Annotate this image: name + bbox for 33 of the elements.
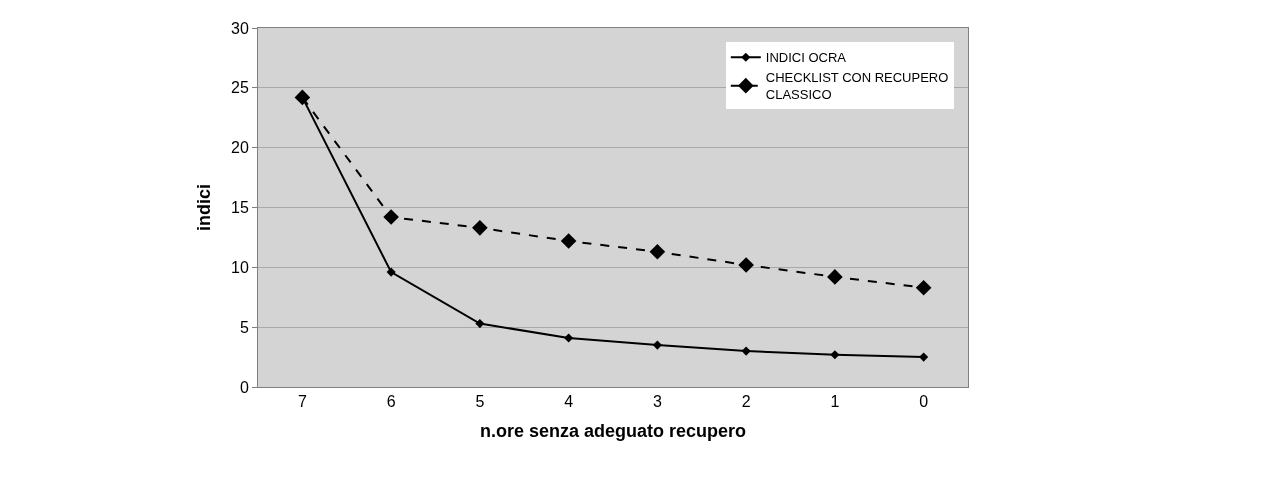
point [649, 243, 666, 260]
point [738, 257, 754, 273]
x-axis-title: n.ore senza adeguato recupero [479, 421, 747, 442]
point [386, 267, 396, 277]
y-tick-label: 20 [231, 139, 249, 157]
x-tick-label: 4 [564, 393, 574, 411]
y-tick-label: 15 [231, 199, 249, 217]
point [919, 352, 929, 362]
y-tick-label: 10 [231, 258, 249, 276]
point [741, 346, 751, 356]
point [915, 279, 932, 296]
y-tick-label: 5 [239, 318, 249, 336]
y-tick-label: 0 [239, 378, 249, 396]
x-tick-label: 7 [297, 393, 307, 411]
y-axis-title: indici [194, 183, 215, 232]
point [560, 233, 577, 249]
x-tick-label: 6 [386, 393, 396, 411]
x-tick-label: 1 [830, 393, 840, 411]
x-tick-label: 3 [652, 393, 662, 411]
x-tick-label: 2 [741, 393, 751, 411]
point [472, 220, 488, 236]
point [652, 340, 662, 350]
point [830, 350, 840, 360]
legend-label: CHECKLIST CON RECUPERO CLASSICO [765, 70, 949, 103]
point [383, 209, 399, 225]
point [475, 319, 485, 329]
point [827, 269, 843, 285]
x-tick-label: 5 [475, 393, 485, 411]
x-tick-label: 0 [919, 393, 929, 411]
y-tick-label: 30 [231, 19, 249, 37]
point [564, 333, 574, 343]
y-tick-label: 25 [231, 79, 249, 97]
legend-label: INDICI OCRA [765, 50, 847, 66]
